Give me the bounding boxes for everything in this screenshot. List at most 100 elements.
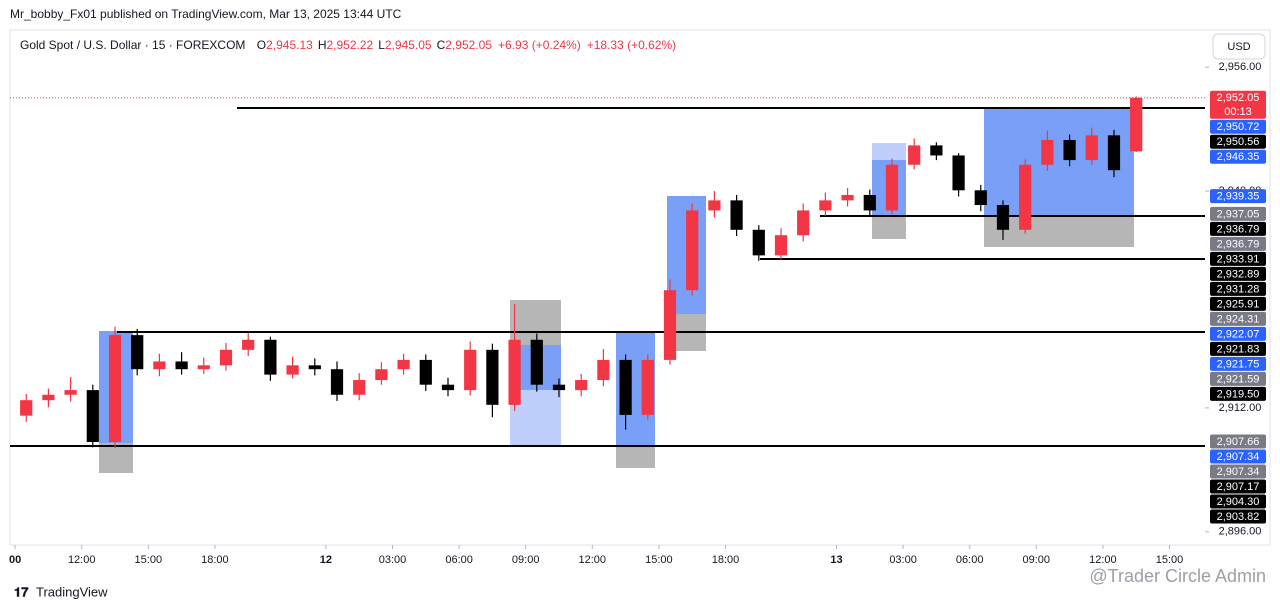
- brand: TradingView: [36, 584, 108, 599]
- x-tick-label: 13: [830, 554, 842, 566]
- watermark: @Trader Circle Admin: [1089, 566, 1266, 586]
- candle-body: [1063, 139, 1076, 161]
- ohlc-key: L: [378, 38, 385, 52]
- price-badge-label: 2,936.79: [1217, 238, 1260, 250]
- candle-body: [242, 339, 255, 350]
- price-badge-label: 2,904.30: [1217, 496, 1260, 508]
- price-badge-label: 2,932.89: [1217, 268, 1260, 280]
- price-badge: [1210, 206, 1266, 221]
- zone: [616, 446, 655, 468]
- candle-body: [841, 194, 854, 201]
- candle-body: [908, 145, 921, 165]
- price-badge: [1210, 266, 1266, 281]
- price-badge-label: 2,952.05: [1217, 92, 1260, 104]
- price-badge: [1210, 356, 1266, 371]
- price-badge: [1210, 386, 1266, 401]
- candle-body: [197, 365, 210, 370]
- x-tick-label: 15:00: [135, 554, 163, 566]
- candle-body: [752, 229, 765, 256]
- ohlc-key: O: [257, 38, 266, 52]
- price-badge: [1210, 326, 1266, 341]
- candle-body: [530, 339, 543, 385]
- candle-body: [42, 394, 55, 401]
- zone: [872, 217, 906, 239]
- candle-body: [330, 369, 344, 395]
- price-badge: [1210, 464, 1266, 479]
- price-badge-label: 2,925.91: [1217, 298, 1260, 310]
- panel: [9, 29, 1271, 546]
- candle-body: [131, 335, 144, 370]
- zone: [99, 443, 133, 473]
- candle-body: [1130, 97, 1143, 152]
- currency-button[interactable]: [1212, 33, 1266, 60]
- candle-body: [397, 359, 410, 370]
- candle-body: [441, 384, 455, 391]
- candle-body: [1019, 164, 1032, 230]
- price-badge-label: 2,921.59: [1217, 373, 1260, 385]
- candle-body: [419, 359, 432, 385]
- candle-body: [264, 339, 277, 375]
- level-lines: [10, 107, 1205, 447]
- price-badge-label: 2,907.66: [1217, 436, 1260, 448]
- price-badge: [1210, 281, 1266, 296]
- x-tick-label: 12:00: [68, 554, 96, 566]
- ohlc-value: 2,945.05: [385, 38, 432, 52]
- candle-body: [686, 210, 699, 291]
- candle-body: [730, 200, 743, 230]
- price-badge: [1210, 236, 1266, 251]
- brand-logo: 𝟏𝟕: [14, 584, 29, 599]
- candle-body: [108, 335, 122, 442]
- price-badge-label: 2,937.05: [1217, 208, 1260, 220]
- x-tick-label: 12: [320, 554, 332, 566]
- x-tick-label: 00: [9, 554, 21, 566]
- price-badge: [1210, 134, 1266, 149]
- price-badge: [1210, 341, 1266, 356]
- price-badge: [1210, 509, 1266, 524]
- candle-body: [286, 365, 299, 375]
- candle-body: [64, 390, 77, 395]
- currency[interactable]: USD: [1227, 41, 1250, 53]
- x-tick-label: 03:00: [379, 554, 407, 566]
- price-badge-label: 2,907.34: [1217, 451, 1260, 463]
- candle-body: [508, 339, 521, 405]
- ohlc-value: 2,945.13: [266, 38, 313, 52]
- x-tick-label: 06:00: [956, 554, 984, 566]
- change-2: +18.33 (+0.62%): [587, 38, 676, 52]
- candle-body: [308, 365, 321, 370]
- symbol-line: Gold Spot / U.S. Dollar · 15 · FOREXCOM …: [20, 38, 676, 52]
- zone: [872, 143, 906, 160]
- candle-body: [175, 361, 188, 370]
- candle-body: [974, 190, 987, 206]
- price-badge-label: 2,939.35: [1217, 191, 1260, 203]
- price-badge-label: 2,921.83: [1217, 343, 1260, 355]
- ohlc-key: H: [318, 38, 327, 52]
- price-badge-label: 2,933.91: [1217, 253, 1260, 265]
- price-badge-label: 2,936.79: [1217, 223, 1260, 235]
- countdown: 00:13: [1224, 106, 1252, 118]
- price-badge: [1210, 251, 1266, 266]
- x-tick-label: 09:00: [512, 554, 540, 566]
- candle-body: [797, 210, 810, 236]
- x-tick-label: 09:00: [1023, 554, 1051, 566]
- candle-body: [885, 164, 899, 211]
- candle-body: [353, 380, 366, 395]
- x-tick-label: 12:00: [1089, 554, 1117, 566]
- ohlc-key: C: [437, 38, 446, 52]
- candle-body: [153, 361, 166, 370]
- candle-body: [575, 380, 588, 391]
- candle-body: [1085, 135, 1098, 161]
- candle-body: [863, 194, 876, 211]
- price-badge-label: 2,907.17: [1217, 481, 1260, 493]
- candle-body: [774, 235, 788, 256]
- candle-body: [464, 349, 477, 391]
- candle-body: [663, 290, 677, 360]
- candle-body: [597, 359, 610, 381]
- price-badge-label: 2,907.34: [1217, 466, 1260, 478]
- candle-body: [819, 200, 832, 211]
- price-badge-label: 2,921.75: [1217, 358, 1260, 370]
- candle-body: [375, 369, 388, 381]
- price-badge: [1210, 494, 1266, 509]
- symbol: Gold Spot / U.S. Dollar · 15 · FOREXCOM: [20, 38, 245, 52]
- price-badge: [1210, 221, 1266, 236]
